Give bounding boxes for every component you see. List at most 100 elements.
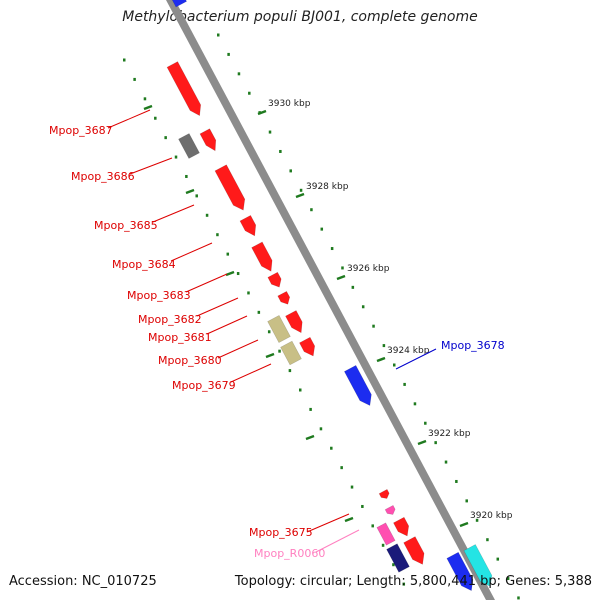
tick-label: 3926 kbp xyxy=(347,264,390,274)
gene-arrow xyxy=(169,0,187,8)
tick-dot xyxy=(310,208,313,212)
tick-dot xyxy=(123,58,126,62)
major-tick-mark xyxy=(185,188,195,195)
gene-arrow xyxy=(239,214,257,237)
gene-label[interactable]: Mpop_3679 xyxy=(172,379,236,392)
major-tick-mark xyxy=(417,439,427,446)
tick-dot xyxy=(267,330,271,334)
tick-dot xyxy=(372,324,375,328)
tick-dot xyxy=(475,518,479,522)
tick-dot xyxy=(227,52,230,56)
tick-dot xyxy=(350,485,354,489)
label-leader-line xyxy=(107,109,151,129)
accession-text: Accession: NC_010725 xyxy=(9,574,157,589)
gene-arrow xyxy=(199,128,217,152)
tick-dot xyxy=(195,194,198,198)
gene-label[interactable]: Mpop_3687 xyxy=(49,124,113,137)
gene-arrow xyxy=(446,551,474,592)
tick-dot xyxy=(278,349,281,353)
gene-arrow xyxy=(343,365,372,406)
gene-label[interactable]: Mpop_R0060 xyxy=(254,547,325,560)
tick-dot xyxy=(216,233,219,237)
tick-dot xyxy=(392,563,395,567)
label-leader-line xyxy=(315,529,360,553)
major-tick-mark xyxy=(305,434,315,441)
tick-dot xyxy=(402,582,406,586)
label-leader-line xyxy=(152,204,195,223)
tick-label: 3920 kbp xyxy=(470,511,513,521)
gene-arrow xyxy=(267,314,291,344)
tick-dot xyxy=(236,272,240,276)
tick-dot xyxy=(257,310,261,314)
left-tick-row xyxy=(123,58,406,586)
label-leader-line xyxy=(129,157,173,175)
tick-dot xyxy=(247,291,250,295)
label-leader-line xyxy=(196,297,239,317)
tick-dot xyxy=(424,421,427,425)
tick-dot xyxy=(393,363,396,367)
gene-label[interactable]: Mpop_3681 xyxy=(148,331,212,344)
label-leader-line xyxy=(306,513,350,533)
major-tick-mark xyxy=(295,192,305,199)
tick-dot xyxy=(403,382,406,386)
tick-dot xyxy=(506,577,510,581)
tick-dot xyxy=(268,130,272,134)
gene-label[interactable]: Mpop_3680 xyxy=(158,354,222,367)
gene-label[interactable]: Mpop_3686 xyxy=(71,170,135,183)
major-tick-mark xyxy=(376,356,386,363)
tick-dot xyxy=(143,97,147,101)
tick-dot xyxy=(288,369,292,373)
label-leader-line xyxy=(170,242,213,262)
label-leader-line xyxy=(217,339,259,359)
tick-dot xyxy=(154,116,157,120)
gene-arrow xyxy=(214,164,246,211)
backbone-line xyxy=(166,0,495,600)
gene-arrow xyxy=(277,290,291,305)
tick-dot xyxy=(164,136,167,140)
tick-dot xyxy=(299,188,303,192)
tick-dot xyxy=(174,155,178,159)
tick-label: 3924 kbp xyxy=(387,346,430,356)
label-leader-line xyxy=(230,363,272,383)
gene-label[interactable]: Mpop_3683 xyxy=(127,289,191,302)
major-tick-mark xyxy=(336,274,346,281)
tick-dot xyxy=(341,266,344,270)
gene-arrow xyxy=(280,340,302,366)
major-tick-mark xyxy=(143,104,153,111)
right-tick-row xyxy=(217,33,520,600)
tick-dot xyxy=(237,72,241,76)
gene-label[interactable]: Mpop_3684 xyxy=(112,258,176,271)
genome-title: Methylobacterium populi BJ001, complete … xyxy=(122,9,478,25)
tick-dot xyxy=(382,344,386,348)
gene-arrow xyxy=(386,543,410,573)
tick-dot xyxy=(217,33,220,37)
tick-dot xyxy=(381,543,385,547)
gene-label[interactable]: Mpop_3678 xyxy=(441,339,505,352)
genome-summary-text: Topology: circular; Length: 5,800,441 bp… xyxy=(234,574,592,589)
tick-dot xyxy=(319,427,323,431)
tick-dot xyxy=(248,91,251,95)
major-tick-mark xyxy=(459,521,469,528)
tick-dot xyxy=(361,504,364,508)
tick-dot xyxy=(330,446,333,450)
tick-dot xyxy=(205,213,209,217)
major-tick-mark xyxy=(344,516,354,523)
tick-dot xyxy=(371,524,374,528)
gene-arrow xyxy=(299,336,316,357)
tick-dot xyxy=(361,305,365,309)
gene-arrow xyxy=(166,61,202,117)
gene-label[interactable]: Mpop_3675 xyxy=(249,526,313,539)
gene-arrow xyxy=(178,133,200,159)
gene-label[interactable]: Mpop_3685 xyxy=(94,219,158,232)
gene-arrow xyxy=(376,522,396,546)
tick-dot xyxy=(289,169,292,173)
tick-dot xyxy=(133,77,136,81)
tick-label: 3930 kbp xyxy=(268,99,311,109)
gene-arrow xyxy=(285,310,303,334)
label-leader-line xyxy=(185,273,228,293)
gene-label[interactable]: Mpop_3682 xyxy=(138,313,202,326)
major-tick-mark xyxy=(225,270,235,277)
tick-dot xyxy=(465,499,468,503)
